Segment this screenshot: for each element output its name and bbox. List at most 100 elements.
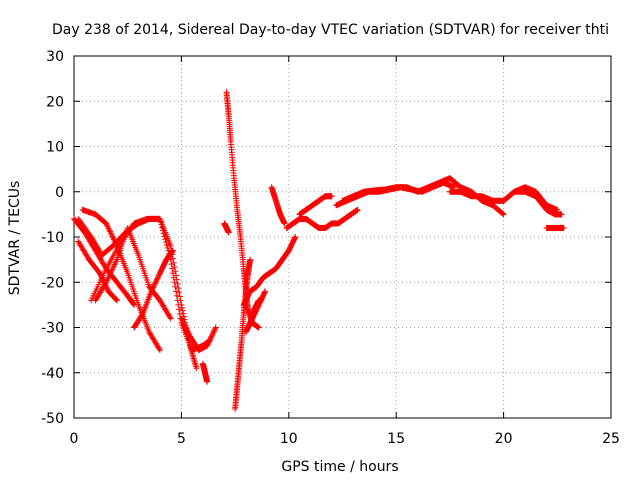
data-point: [169, 265, 176, 272]
data-point: [169, 247, 176, 254]
data-point: [168, 261, 175, 268]
series-arc-11: [221, 220, 232, 236]
data-point: [112, 296, 119, 303]
data-point: [179, 316, 186, 323]
data-point: [152, 280, 159, 287]
x-tick-label: 0: [70, 431, 79, 447]
data-point: [182, 323, 189, 330]
data-point: [185, 330, 192, 337]
data-point: [160, 230, 167, 237]
data-point: [554, 206, 561, 213]
series-arc-18: [296, 193, 335, 218]
data-point: [113, 297, 120, 304]
data-point: [163, 242, 170, 249]
data-point: [212, 325, 219, 332]
data-point: [181, 321, 188, 328]
data-point: [156, 215, 163, 222]
data-point: [167, 243, 174, 250]
data-point: [500, 211, 507, 218]
data-point: [159, 224, 166, 231]
series-arc-9: [199, 360, 211, 385]
data-point: [292, 234, 299, 240]
data-point: [173, 292, 180, 299]
y-tick-label: 20: [46, 94, 64, 110]
data-point: [163, 239, 170, 246]
data-point: [148, 287, 155, 294]
y-axis-label: SDTVAR / TECUs: [7, 181, 23, 296]
data-point: [180, 319, 187, 326]
y-tick-labels: 30 20 10 0 -10 -20 -30 -40 -50: [41, 49, 64, 427]
data-point: [155, 274, 162, 281]
data-point: [175, 301, 182, 308]
data-point: [247, 256, 254, 263]
data-point: [204, 378, 211, 385]
data-point: [207, 334, 214, 341]
data-point: [169, 270, 176, 277]
x-tick-label: 10: [280, 431, 298, 447]
data-point: [164, 244, 171, 251]
x-tick-label: 20: [495, 431, 513, 447]
data-point: [166, 314, 173, 321]
data-point: [155, 272, 162, 279]
data-point: [156, 347, 163, 354]
x-axis-label: GPS time / hours: [281, 459, 398, 475]
data-point: [255, 297, 262, 304]
data-point: [176, 289, 183, 296]
y-tick-label: -30: [41, 321, 64, 337]
data-point: [225, 229, 232, 236]
series-arc-15: [242, 297, 262, 336]
data-point: [210, 328, 217, 335]
data-point: [209, 332, 216, 339]
data-point: [173, 288, 180, 295]
axis-ticks: [73, 55, 612, 419]
data-point: [161, 233, 168, 240]
series-arc-7: [131, 247, 176, 331]
data-point: [156, 345, 163, 352]
data-point: [162, 236, 169, 243]
data-point: [159, 227, 166, 234]
data-point: [153, 276, 160, 283]
data-point: [185, 329, 192, 336]
series-arc-23: [543, 224, 567, 231]
data-point: [153, 277, 160, 284]
x-tick-labels: 0 5 10 15 20 25: [70, 431, 620, 447]
data-point: [183, 325, 190, 332]
series-arc-13: [240, 234, 299, 308]
data-point: [558, 211, 565, 218]
data-point: [182, 324, 189, 331]
data-point: [262, 288, 269, 295]
data-point: [354, 206, 361, 213]
y-tick-label: -50: [41, 411, 64, 427]
y-tick-label: -20: [41, 275, 64, 291]
data-point: [157, 218, 164, 225]
data-point: [97, 271, 104, 278]
data-point: [281, 220, 288, 227]
data-point: [178, 315, 185, 322]
data-point: [113, 296, 120, 303]
data-point: [174, 297, 181, 304]
data-point: [193, 365, 200, 372]
data-point: [208, 333, 215, 340]
series-arc-20: [333, 179, 458, 209]
data-point: [171, 279, 178, 286]
data-point: [176, 310, 183, 317]
x-tick-label: 15: [387, 431, 405, 447]
data-point: [154, 275, 161, 282]
chart-title: Day 238 of 2014, Sidereal Day-to-day VTE…: [52, 22, 609, 38]
data-point: [206, 338, 213, 345]
data-point: [204, 341, 211, 348]
data-point: [209, 330, 216, 337]
series-arc-3: [79, 206, 163, 354]
data-point: [172, 283, 179, 290]
data-point: [148, 288, 155, 295]
data-point: [206, 337, 213, 344]
data-point: [158, 221, 165, 228]
data-point: [328, 193, 335, 200]
data-point: [183, 327, 190, 334]
data-point: [152, 279, 159, 286]
data-point: [175, 285, 182, 292]
data-point: [180, 320, 187, 327]
data-points: [71, 89, 567, 412]
y-tick-label: 0: [55, 185, 64, 201]
